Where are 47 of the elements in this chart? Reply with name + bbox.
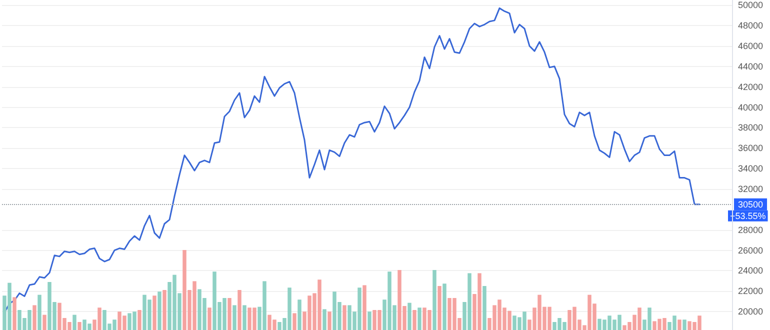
bar — [158, 292, 162, 330]
bar — [292, 313, 296, 330]
bar — [322, 309, 326, 330]
bar — [42, 314, 46, 330]
bar — [678, 320, 682, 330]
bar — [32, 305, 36, 330]
bar — [232, 305, 236, 330]
y-tick-label: 20000 — [738, 306, 764, 317]
bar — [138, 310, 142, 330]
bar — [418, 308, 422, 330]
bar — [438, 286, 442, 330]
bar — [208, 308, 212, 330]
y-tick-label: 38000 — [738, 122, 764, 133]
bar — [412, 310, 416, 330]
y-tick-label: 50000 — [738, 0, 764, 10]
bar — [482, 286, 486, 330]
bar — [72, 314, 76, 330]
y-tick-label: 42000 — [738, 82, 764, 92]
bar — [362, 285, 366, 330]
bar — [298, 300, 302, 330]
bar — [408, 302, 412, 330]
y-tick-label: 34000 — [738, 164, 764, 174]
bar — [38, 294, 42, 330]
y-tick-label: 48000 — [738, 20, 764, 31]
bar — [442, 284, 446, 330]
ref-line-label: 30500 — [738, 199, 764, 210]
bar — [152, 296, 156, 330]
y-tick-label: 46000 — [738, 40, 764, 51]
bar — [78, 322, 82, 330]
y-tick-label: 26000 — [738, 245, 764, 256]
bar — [12, 297, 16, 330]
bar — [432, 270, 436, 330]
bar — [238, 290, 242, 330]
y-tick-label: 22000 — [738, 286, 764, 296]
y-tick-label: 36000 — [738, 143, 764, 154]
y-tick-label: 28000 — [738, 224, 764, 235]
y-tick-label: 24000 — [738, 266, 764, 276]
bar — [328, 312, 332, 330]
bar — [242, 305, 246, 330]
bar — [682, 320, 686, 330]
bar — [162, 290, 166, 330]
bar — [228, 298, 232, 330]
y-tick-label: 40000 — [738, 102, 764, 112]
bar — [368, 312, 372, 330]
y-tick-label: 32000 — [738, 184, 764, 194]
bar — [342, 305, 346, 330]
y-tick-label: 44000 — [738, 61, 764, 72]
